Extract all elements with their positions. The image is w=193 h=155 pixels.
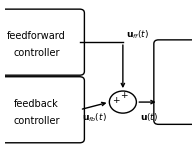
Text: +: + — [112, 96, 119, 105]
Text: controller: controller — [13, 115, 60, 126]
Circle shape — [109, 91, 136, 113]
Text: feedback: feedback — [14, 99, 59, 109]
FancyBboxPatch shape — [154, 40, 193, 124]
Text: feedforward: feedforward — [7, 31, 66, 41]
Text: $\mathbf{u}_{ff}(t)$: $\mathbf{u}_{ff}(t)$ — [126, 28, 149, 41]
Text: $\mathbf{u}_{fb}(t)$: $\mathbf{u}_{fb}(t)$ — [82, 111, 106, 124]
Text: controller: controller — [13, 48, 60, 58]
Text: $\mathbf{u}(t)$: $\mathbf{u}(t)$ — [140, 111, 158, 123]
Text: +: + — [120, 91, 128, 100]
FancyBboxPatch shape — [0, 9, 84, 75]
FancyBboxPatch shape — [0, 77, 84, 143]
